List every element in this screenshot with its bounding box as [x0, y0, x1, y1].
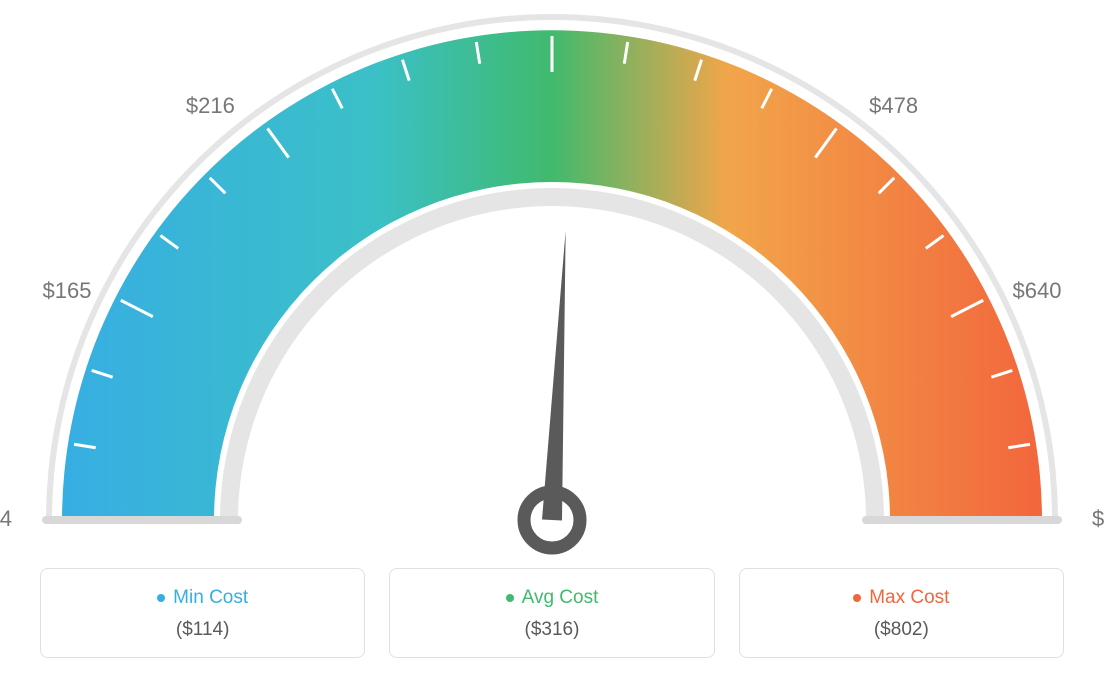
legend-max-title: Max Cost	[853, 587, 949, 609]
gauge-area: $114$165$216$316$478$640$802	[0, 0, 1104, 560]
svg-text:$802: $802	[1092, 506, 1104, 531]
legend-min-title: Min Cost	[157, 587, 248, 609]
legend-min-label: Min Cost	[173, 587, 248, 609]
legend-avg-label: Avg Cost	[522, 587, 599, 609]
legend-min-dot	[157, 594, 165, 602]
legend-max-label: Max Cost	[869, 587, 949, 609]
gauge-svg: $114$165$216$316$478$640$802	[0, 0, 1104, 560]
legend-min-value: ($114)	[53, 619, 352, 641]
svg-text:$114: $114	[0, 506, 12, 531]
legend-avg-card: Avg Cost ($316)	[389, 568, 714, 658]
svg-text:$165: $165	[43, 278, 92, 303]
legend-min-card: Min Cost ($114)	[40, 568, 365, 658]
legend-max-dot	[853, 594, 861, 602]
svg-text:$478: $478	[869, 93, 918, 118]
svg-text:$216: $216	[186, 93, 235, 118]
legend-avg-value: ($316)	[402, 619, 701, 641]
svg-text:$640: $640	[1013, 278, 1062, 303]
cost-gauge-container: $114$165$216$316$478$640$802 Min Cost ($…	[0, 0, 1104, 690]
legend-max-card: Max Cost ($802)	[739, 568, 1064, 658]
legend-row: Min Cost ($114) Avg Cost ($316) Max Cost…	[0, 568, 1104, 658]
legend-max-value: ($802)	[752, 619, 1051, 641]
legend-avg-dot	[506, 594, 514, 602]
legend-avg-title: Avg Cost	[506, 587, 599, 609]
